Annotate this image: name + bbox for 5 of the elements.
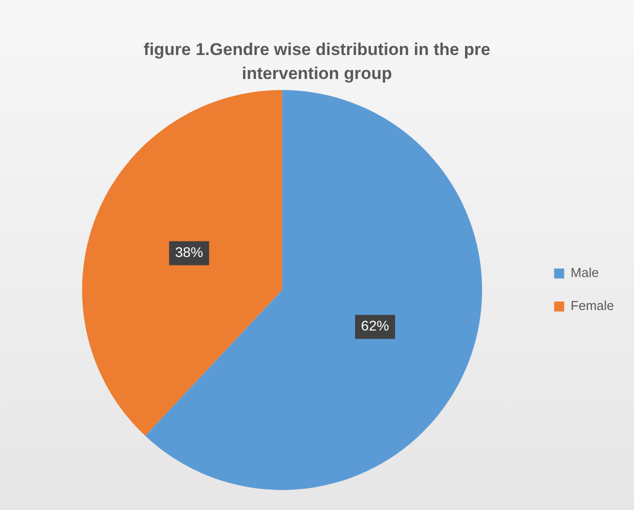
legend-label: Female	[570, 298, 614, 314]
legend-label: Male	[570, 265, 599, 280]
chart-title: figure 1.Gendre wise distribution in the pre intervention group	[142, 39, 492, 85]
data-label: 38%	[175, 244, 204, 260]
data-label: 62%	[361, 318, 390, 334]
